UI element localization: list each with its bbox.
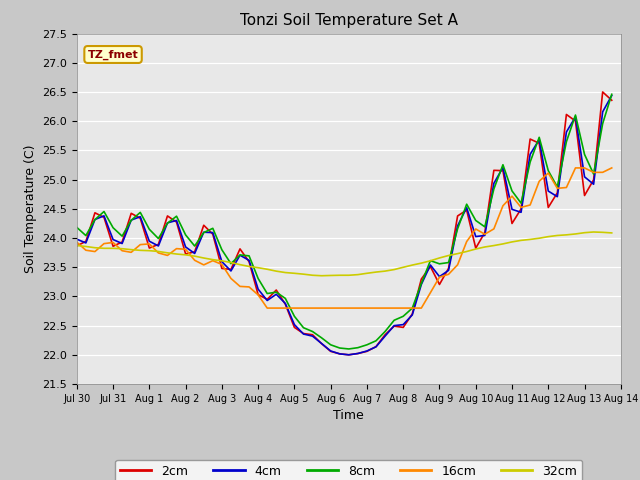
Title: Tonzi Soil Temperature Set A: Tonzi Soil Temperature Set A <box>240 13 458 28</box>
Y-axis label: Soil Temperature (C): Soil Temperature (C) <box>24 144 36 273</box>
Legend: 2cm, 4cm, 8cm, 16cm, 32cm: 2cm, 4cm, 8cm, 16cm, 32cm <box>115 460 582 480</box>
Text: TZ_fmet: TZ_fmet <box>88 49 138 60</box>
X-axis label: Time: Time <box>333 409 364 422</box>
